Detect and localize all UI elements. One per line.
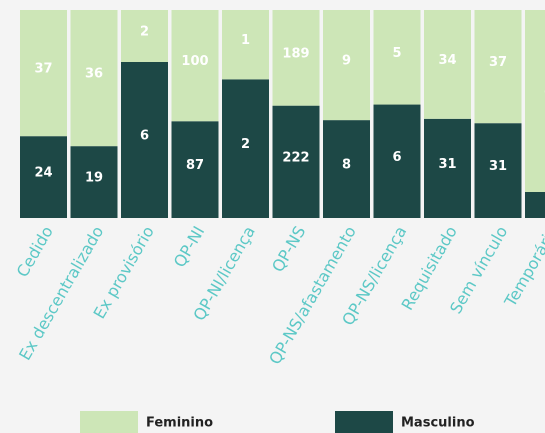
data-label: 36 <box>85 67 103 82</box>
bar-segment <box>525 192 545 218</box>
bar-segment <box>373 10 421 105</box>
legend-label: Feminino <box>146 416 213 431</box>
bar-segment <box>525 10 545 192</box>
legend-swatch <box>335 411 393 433</box>
data-label: 8 <box>342 158 351 173</box>
data-label: 6 <box>392 150 401 165</box>
legend-swatch <box>80 411 138 433</box>
bar-segment <box>171 121 219 218</box>
data-label: 1 <box>544 194 545 209</box>
data-label: 1 <box>241 33 250 48</box>
data-label: 7 <box>544 90 545 105</box>
x-tick-label: QP-NS <box>268 223 309 276</box>
data-label: 34 <box>438 53 456 68</box>
data-label: 2 <box>140 25 149 40</box>
bar-segment <box>171 10 219 122</box>
data-label: 37 <box>34 62 52 77</box>
data-label: 9 <box>342 54 351 69</box>
bar-segment <box>323 10 370 121</box>
bar-segment <box>222 79 269 218</box>
bar-segment <box>121 62 168 218</box>
bar-segment <box>424 10 471 119</box>
bar-segment <box>20 136 67 218</box>
data-label: 5 <box>392 46 401 61</box>
data-label: 24 <box>34 166 52 181</box>
data-label: 189 <box>282 46 309 61</box>
data-label: 222 <box>282 150 309 165</box>
data-label: 2 <box>241 137 250 152</box>
bar-segment <box>474 10 522 124</box>
data-label: 100 <box>181 54 208 69</box>
bar-segment <box>323 120 370 218</box>
bar-segment <box>272 105 320 218</box>
bar-segment <box>20 10 67 137</box>
bar-segment <box>272 10 320 106</box>
bar-segment <box>222 10 269 80</box>
x-tick-label: QP-NI <box>170 223 209 271</box>
data-label: 37 <box>489 55 507 70</box>
bar-segment <box>373 104 421 218</box>
bar-segment <box>121 10 168 62</box>
bar-segment <box>474 123 522 218</box>
x-tick-label: Cedido <box>13 223 57 281</box>
bar-segment <box>424 118 471 218</box>
data-label: 87 <box>186 158 204 173</box>
data-label: 31 <box>438 157 456 172</box>
bar-segment <box>70 10 118 147</box>
legend-label: Masculino <box>401 416 475 431</box>
data-label: 31 <box>489 159 507 174</box>
data-label: 19 <box>85 171 103 186</box>
data-label: 6 <box>140 129 149 144</box>
bar-segment <box>70 146 118 218</box>
